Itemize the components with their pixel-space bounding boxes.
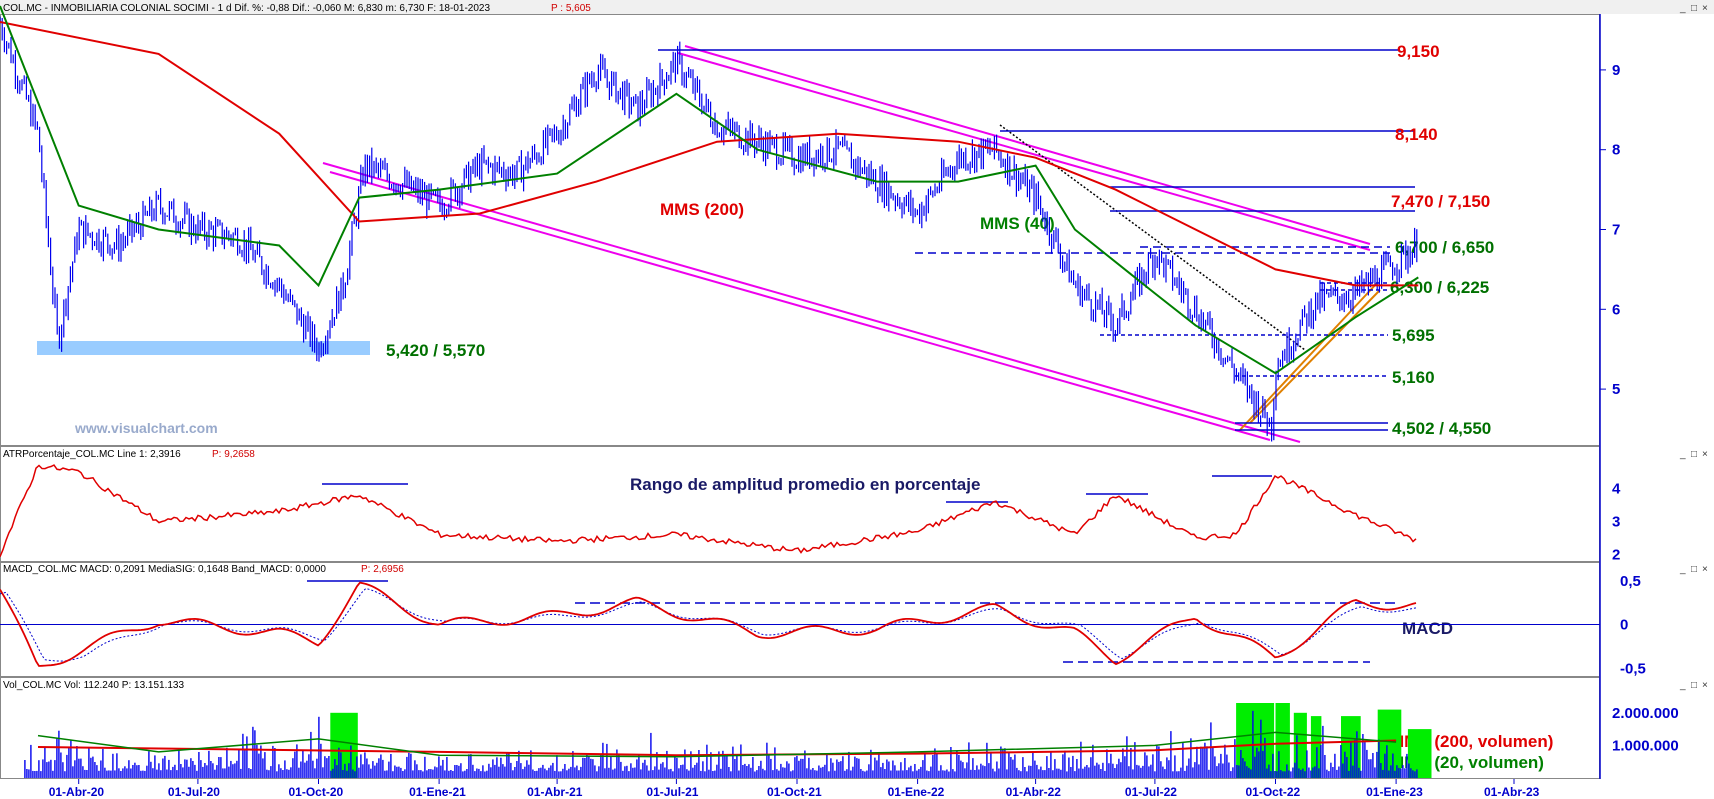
atr-header-p: P: 9,2658 xyxy=(212,449,255,460)
mms200-line xyxy=(0,21,1419,287)
downtrend-dotted-line xyxy=(999,124,1306,351)
vol-mms20-line xyxy=(37,731,1397,758)
restore-button[interactable]: □ xyxy=(1691,564,1697,575)
y-tick-label: 6 xyxy=(1612,301,1620,318)
x-tick-label: 01-Abr-23 xyxy=(1484,785,1540,799)
y-tick-label: 2.000.000 xyxy=(1612,705,1679,722)
atr-layer xyxy=(0,464,1417,557)
atr-title-annotation: Rango de amplitud promedio en porcentaje xyxy=(630,475,980,494)
window-buttons-vol[interactable]: _ □ × xyxy=(1679,680,1708,691)
y-tick-label: -0,5 xyxy=(1620,660,1646,677)
level-label: 5,420 / 5,570 xyxy=(386,341,485,360)
minimize-button[interactable]: _ xyxy=(1679,3,1686,14)
main-header-text: COL.MC - INMOBILIARIA COLONIAL SOCIMI - … xyxy=(3,3,490,14)
volume-highlight xyxy=(1275,703,1290,778)
panel-frames xyxy=(0,14,1600,779)
mms40-line xyxy=(0,5,1419,375)
level-label: 4,502 / 4,550 xyxy=(1392,419,1491,438)
atr-line xyxy=(0,464,1417,557)
mms40-annotation: MMS (40) xyxy=(980,214,1055,233)
level-label: 5,160 xyxy=(1392,368,1435,387)
volume-highlight xyxy=(1377,709,1402,778)
restore-button[interactable]: □ xyxy=(1691,3,1697,14)
x-tick-label: 01-Oct-21 xyxy=(767,785,822,799)
watermark: www.visualchart.com xyxy=(74,420,218,436)
channel-lower-line xyxy=(329,171,1271,441)
level-labels: 9,150 8,140 7,470 / 7,150 6,700 / 6,650 … xyxy=(386,42,1494,438)
channel-lower-line xyxy=(322,162,1301,443)
vol-header-text: Vol_COL.MC Vol: 112.240 P: 13.151.133 xyxy=(3,680,184,691)
macd-header-text: MACD_COL.MC MACD: 0,2091 MediaSIG: 0,164… xyxy=(3,564,326,575)
close-button[interactable]: × xyxy=(1702,449,1708,460)
y-tick-label: 2 xyxy=(1612,546,1620,563)
uptrend-line xyxy=(1249,289,1381,424)
volume-highlight xyxy=(1407,729,1432,778)
macd-line xyxy=(0,581,1417,667)
x-tick-label: 01-Abr-21 xyxy=(527,785,583,799)
close-button[interactable]: × xyxy=(1702,564,1708,575)
level-label: 5,695 xyxy=(1392,326,1435,345)
x-tick-label: 01-Ene-21 xyxy=(409,785,466,799)
y-tick-label: 8 xyxy=(1612,142,1620,159)
x-tick-label: 01-Oct-20 xyxy=(289,785,344,799)
volume-layer xyxy=(24,703,1432,778)
x-tick-label: 01-Jul-21 xyxy=(646,785,698,799)
y-tick-label: 5 xyxy=(1612,381,1620,398)
volume-highlight xyxy=(1310,716,1322,778)
y-tick-label: 3 xyxy=(1612,513,1620,530)
level-label: 8,140 xyxy=(1395,125,1438,144)
minimize-button[interactable]: _ xyxy=(1679,449,1686,460)
close-button[interactable]: × xyxy=(1702,680,1708,691)
window-buttons-macd[interactable]: _ □ × xyxy=(1679,564,1708,575)
x-tick-label: 01-Ene-23 xyxy=(1366,785,1423,799)
macd-annotation: MACD xyxy=(1402,619,1453,638)
minimize-button[interactable]: _ xyxy=(1679,564,1686,575)
price-layer xyxy=(0,5,1419,442)
axis-layer: 9 8 7 6 5 4 3 20,5 0 -0,5 2.000.000 1.000.000 01-Abr… xyxy=(49,62,1679,799)
x-tick-label: 01-Oct-22 xyxy=(1246,785,1301,799)
y-tick-label: 7 xyxy=(1612,222,1620,239)
main-header-p: P : 5,605 xyxy=(551,3,591,14)
level-label: 6,300 / 6,225 xyxy=(1390,278,1489,297)
channel-upper-line xyxy=(677,52,1371,251)
y-tick-label: 9 xyxy=(1612,62,1620,79)
main-header: COL.MC - INMOBILIARIA COLONIAL SOCIMI - … xyxy=(0,0,1714,14)
y-tick-label: 0 xyxy=(1620,617,1628,634)
atr-header-text: ATRPorcentaje_COL.MC Line 1: 2,3916 xyxy=(3,449,181,460)
volume-highlight xyxy=(1293,712,1307,778)
y-tick-label: 1.000.000 xyxy=(1612,737,1679,754)
window-buttons-main[interactable]: _ □ × xyxy=(1679,3,1708,14)
vol-mms200-line xyxy=(37,739,1397,757)
y-tick-label: 0,5 xyxy=(1620,573,1641,590)
minimize-button[interactable]: _ xyxy=(1679,680,1686,691)
macd-header-p: P: 2,6956 xyxy=(361,564,404,575)
level-label: 7,470 / 7,150 xyxy=(1391,192,1490,211)
x-tick-label: 01-Ene-22 xyxy=(888,785,945,799)
x-tick-label: 01-Abr-22 xyxy=(1006,785,1062,799)
x-tick-label: 01-Jul-22 xyxy=(1125,785,1177,799)
x-tick-label: 01-Jul-20 xyxy=(168,785,220,799)
macd-signal-line xyxy=(0,587,1417,662)
y-tick-label: 4 xyxy=(1612,480,1621,497)
level-label: 9,150 xyxy=(1397,42,1440,61)
level-label: 6,700 / 6,650 xyxy=(1395,238,1494,257)
support-zone xyxy=(37,341,370,355)
macd-layer xyxy=(0,581,1600,667)
x-tick-label: 01-Abr-20 xyxy=(49,785,105,799)
close-button[interactable]: × xyxy=(1702,3,1708,14)
mms200-annotation: MMS (200) xyxy=(660,200,744,219)
window-buttons-atr[interactable]: _ □ × xyxy=(1679,449,1708,460)
restore-button[interactable]: □ xyxy=(1691,680,1697,691)
restore-button[interactable]: □ xyxy=(1691,449,1697,460)
